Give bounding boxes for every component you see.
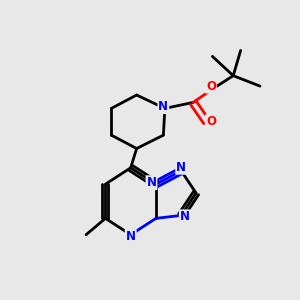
Text: N: N	[146, 176, 157, 189]
Text: N: N	[126, 230, 136, 243]
Text: O: O	[206, 80, 216, 93]
Text: N: N	[176, 161, 186, 174]
Text: O: O	[206, 115, 216, 128]
Text: N: N	[158, 100, 168, 113]
Text: N: N	[180, 210, 190, 224]
